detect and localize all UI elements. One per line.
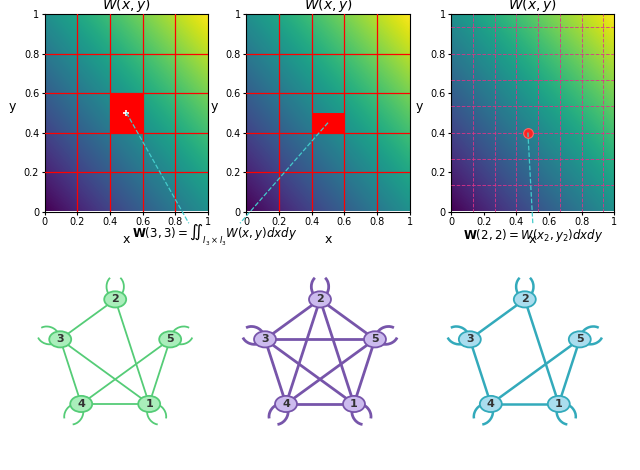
Text: $\mathbf{W}(2,2) = W(x_2,y_2)dxdy$: $\mathbf{W}(2,2) = W(x_2,y_2)dxdy$	[463, 227, 603, 243]
Bar	[110, 93, 143, 133]
Ellipse shape	[548, 396, 570, 412]
Text: 1: 1	[350, 399, 358, 409]
Text: 1: 1	[145, 399, 153, 409]
Text: 3: 3	[56, 334, 64, 345]
Ellipse shape	[49, 331, 71, 347]
Text: 2: 2	[316, 294, 324, 305]
Ellipse shape	[343, 396, 365, 412]
Text: 2: 2	[111, 294, 119, 305]
Bar	[312, 113, 344, 133]
Text: 2: 2	[521, 294, 529, 305]
Y-axis label: y: y	[211, 100, 218, 113]
Ellipse shape	[480, 396, 502, 412]
Ellipse shape	[159, 331, 181, 347]
Text: 4: 4	[282, 399, 290, 409]
Text: 3: 3	[466, 334, 474, 345]
Text: $\mathbf{W}(3,3) = \iint_{I_3 \times I_3} W(x,y)dxdy$: $\mathbf{W}(3,3) = \iint_{I_3 \times I_3…	[132, 222, 297, 248]
Text: 5: 5	[576, 334, 584, 345]
Ellipse shape	[254, 331, 276, 347]
Text: 5: 5	[166, 334, 174, 345]
Y-axis label: y: y	[9, 100, 17, 113]
Text: 3: 3	[261, 334, 269, 345]
X-axis label: x: x	[529, 233, 536, 246]
Text: 1: 1	[555, 399, 563, 409]
Title: $W(x,y)$: $W(x,y)$	[303, 0, 353, 14]
X-axis label: x: x	[123, 233, 130, 246]
Ellipse shape	[569, 331, 591, 347]
Ellipse shape	[364, 331, 386, 347]
Ellipse shape	[70, 396, 92, 412]
Ellipse shape	[309, 291, 331, 307]
Text: 5: 5	[371, 334, 379, 345]
Title: $W(x,y)$: $W(x,y)$	[102, 0, 151, 14]
Ellipse shape	[104, 291, 126, 307]
Ellipse shape	[514, 291, 536, 307]
Text: 4: 4	[77, 399, 85, 409]
Title: $W(x,y)$: $W(x,y)$	[508, 0, 557, 14]
Ellipse shape	[275, 396, 297, 412]
Y-axis label: y: y	[415, 100, 423, 113]
Ellipse shape	[459, 331, 481, 347]
Text: 4: 4	[487, 399, 495, 409]
Ellipse shape	[138, 396, 160, 412]
X-axis label: x: x	[324, 233, 332, 246]
